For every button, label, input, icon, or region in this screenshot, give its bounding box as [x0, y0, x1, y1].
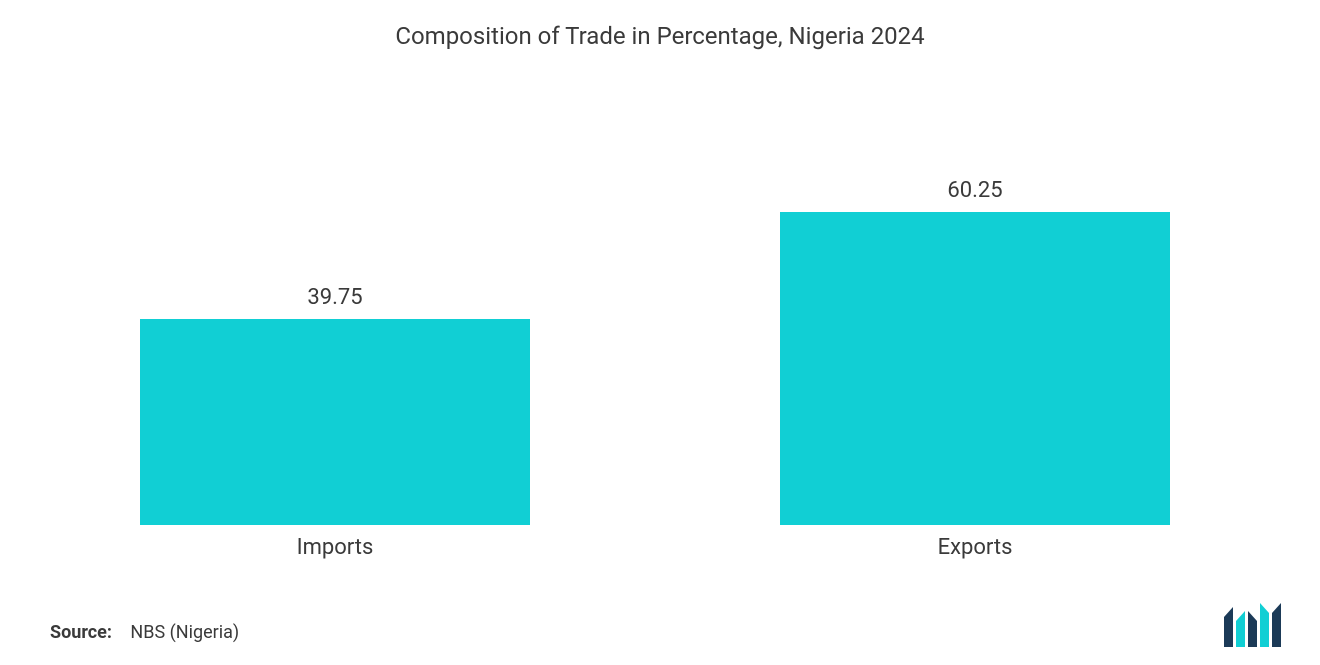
source-value: NBS (Nigeria) [130, 622, 239, 643]
x-label-exports: Exports [780, 535, 1170, 560]
chart-title: Composition of Trade in Percentage, Nige… [0, 22, 1320, 50]
source-label: Source: [50, 622, 112, 643]
plot-area: 39.75 60.25 [140, 110, 1170, 525]
bar-exports: 60.25 [780, 212, 1170, 525]
bar-imports: 39.75 [140, 319, 530, 525]
x-label-imports: Imports [140, 535, 530, 560]
x-axis-labels: Imports Exports [140, 535, 1170, 575]
bar-value-label: 60.25 [780, 178, 1170, 203]
mordor-intelligence-logo [1224, 603, 1286, 647]
source-line: Source: NBS (Nigeria) [50, 622, 239, 643]
bar-value-label: 39.75 [140, 285, 530, 310]
